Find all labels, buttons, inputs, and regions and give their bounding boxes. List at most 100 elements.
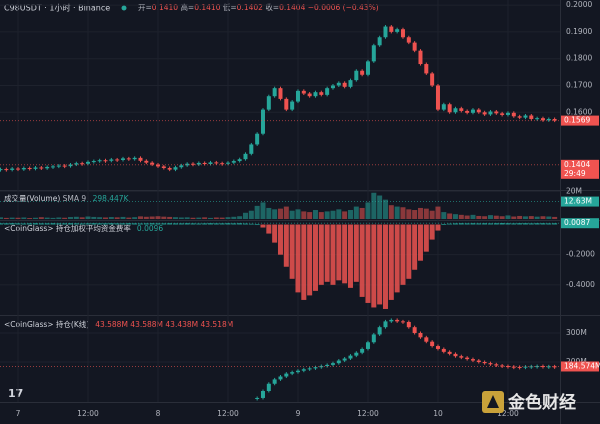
bar <box>283 206 289 219</box>
bar <box>336 209 342 219</box>
bar <box>470 223 476 225</box>
status-dot <box>121 5 127 11</box>
pane-subtitle: SMA 9 <box>63 194 87 203</box>
bar <box>522 216 528 219</box>
bar <box>266 224 272 234</box>
bar <box>552 223 558 225</box>
bar <box>511 216 517 219</box>
y-tick-label: 0.2000 <box>566 0 592 9</box>
bar <box>137 216 143 219</box>
x-tick-label: 9 <box>296 409 301 418</box>
y-tick-label: 0.1600 <box>566 107 592 116</box>
bar <box>359 207 365 219</box>
bar <box>190 223 196 225</box>
price-label: 184.574M <box>564 361 600 370</box>
bar <box>207 223 213 225</box>
bar <box>225 217 231 219</box>
bar <box>178 223 184 225</box>
bar <box>248 210 254 219</box>
bar <box>167 223 173 225</box>
ohlc-value: 0.1404 <box>279 3 305 12</box>
bar <box>552 216 558 219</box>
bar <box>44 217 50 219</box>
bar <box>120 216 126 219</box>
bar <box>312 210 318 219</box>
bar <box>3 217 9 219</box>
bar <box>143 216 149 219</box>
bar <box>56 217 62 219</box>
countdown: 29:49 <box>564 169 586 178</box>
bar <box>3 223 9 225</box>
bar <box>441 224 447 225</box>
bar <box>441 212 447 219</box>
bar <box>97 217 103 219</box>
bar <box>342 211 348 219</box>
bar <box>353 206 359 219</box>
tv-logo: 17 <box>8 387 23 400</box>
bar <box>312 224 318 291</box>
x-tick-label: 12:00 <box>497 409 519 418</box>
bar <box>0 217 3 219</box>
bar <box>143 223 149 225</box>
bar <box>21 223 27 225</box>
bar <box>85 223 91 225</box>
pane-title: <CoinGlass> 持仓(K线) <box>4 319 89 329</box>
ohlc-label: 开= <box>138 3 152 12</box>
pane-legend: <CoinGlass> 持仓(K线) 43.588M 43.588M 43.438… <box>4 319 233 329</box>
bar <box>417 224 423 261</box>
price-badge <box>561 361 599 372</box>
bar <box>517 215 523 219</box>
x-tick-label: 10 <box>433 409 443 418</box>
bar <box>382 224 388 309</box>
bar <box>307 212 313 219</box>
bar <box>476 215 482 219</box>
x-tick-label: 12:00 <box>357 409 379 418</box>
bar <box>528 223 534 225</box>
bar <box>324 224 330 282</box>
bar <box>97 223 103 225</box>
bar <box>149 216 155 219</box>
bar <box>470 214 476 219</box>
bar <box>32 223 38 225</box>
bar <box>15 217 21 219</box>
bar <box>32 217 38 219</box>
bar <box>377 195 383 219</box>
bar <box>347 210 353 219</box>
bar <box>464 215 470 219</box>
bar <box>73 223 79 225</box>
bar <box>365 224 371 303</box>
bar <box>429 210 435 219</box>
bar <box>161 216 167 219</box>
legend-value: 298.447K <box>93 194 130 203</box>
bar <box>167 216 173 219</box>
bar <box>172 217 178 219</box>
bar <box>108 223 114 225</box>
bar <box>482 223 488 225</box>
bar <box>178 217 184 219</box>
bar <box>102 223 108 225</box>
ohlc-label: 低= <box>223 2 237 12</box>
bar <box>50 217 56 219</box>
bar <box>377 224 383 305</box>
bar <box>423 208 429 219</box>
bar <box>219 217 225 219</box>
bar <box>493 223 499 225</box>
price-badge <box>561 218 599 229</box>
bar <box>400 207 406 219</box>
bar <box>330 210 336 219</box>
bar <box>295 224 301 293</box>
bar <box>149 223 155 225</box>
legend-value: 43.588M 43.588M 43.438M 43.518M <box>95 320 233 329</box>
ohlc-label: 收= <box>265 2 279 12</box>
bar <box>382 199 388 219</box>
bar <box>155 216 161 219</box>
bar <box>277 208 283 219</box>
bar <box>458 214 464 219</box>
price-label: 0.1569 <box>564 116 590 125</box>
bar <box>487 215 493 219</box>
price-badge <box>561 159 599 179</box>
watermark: 金色财经 <box>482 391 576 413</box>
bar <box>132 223 138 225</box>
bar <box>476 223 482 225</box>
bar <box>62 217 68 219</box>
